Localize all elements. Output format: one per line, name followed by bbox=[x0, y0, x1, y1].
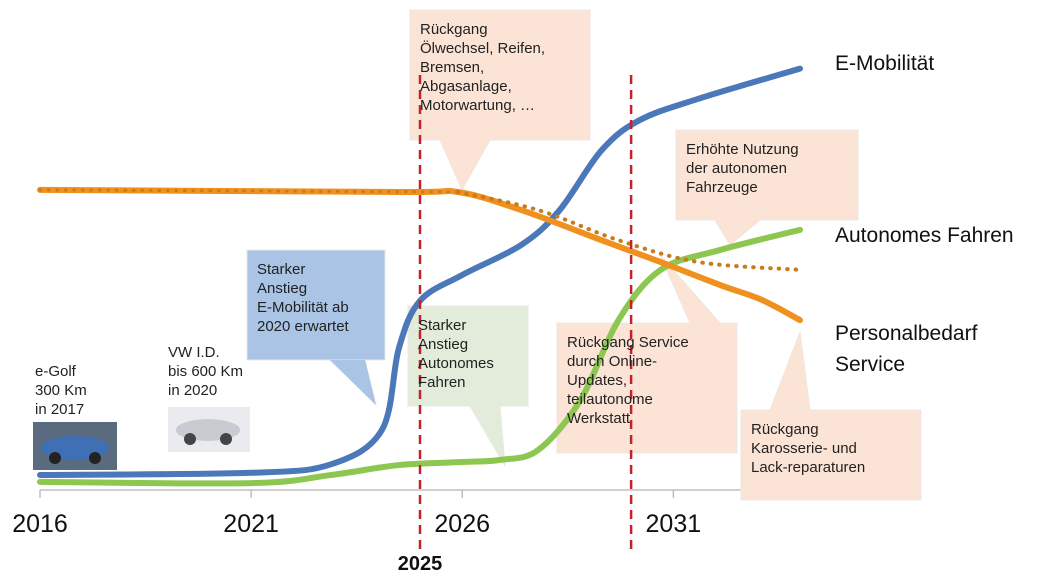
callout-pointer bbox=[440, 140, 490, 190]
annotation: e-Golf 300 Km in 2017 bbox=[35, 362, 87, 419]
chart: 2016 2021 2026 2031 E-Mobilität Autonomes Fah… bbox=[0, 0, 1054, 581]
annotation: Erhöhte Nutzung der autonomen Fahrzeuge bbox=[686, 140, 799, 197]
annotation: Rückgang Karosserie- und Lack-reparature… bbox=[751, 420, 865, 477]
series-label: Personalbedarf Service bbox=[835, 318, 977, 380]
annotation: Starker Anstieg E-Mobilität ab 2020 erwa… bbox=[257, 260, 349, 336]
annotation: Rückgang Service durch Online- Updates, … bbox=[567, 333, 689, 428]
annotation: Rückgang Ölwechsel, Reifen, Bremsen, Abg… bbox=[420, 20, 545, 115]
x-tick-label: 2021 bbox=[223, 510, 279, 539]
x-tick-label: 2031 bbox=[646, 510, 702, 539]
x-tick-label: 2026 bbox=[434, 510, 490, 539]
annotation: VW I.D. bis 600 Km in 2020 bbox=[168, 343, 243, 400]
series-label: Autonomes Fahren bbox=[835, 220, 1014, 251]
car-photo bbox=[33, 422, 117, 470]
marker-label: 2025 bbox=[398, 553, 443, 576]
car-photo bbox=[168, 407, 250, 452]
annotation: Starker Anstieg Autonomes Fahren bbox=[418, 316, 494, 392]
x-tick-label: 2016 bbox=[12, 510, 68, 539]
callout-pointer bbox=[770, 332, 810, 410]
series-label: E-Mobilität bbox=[835, 48, 934, 79]
